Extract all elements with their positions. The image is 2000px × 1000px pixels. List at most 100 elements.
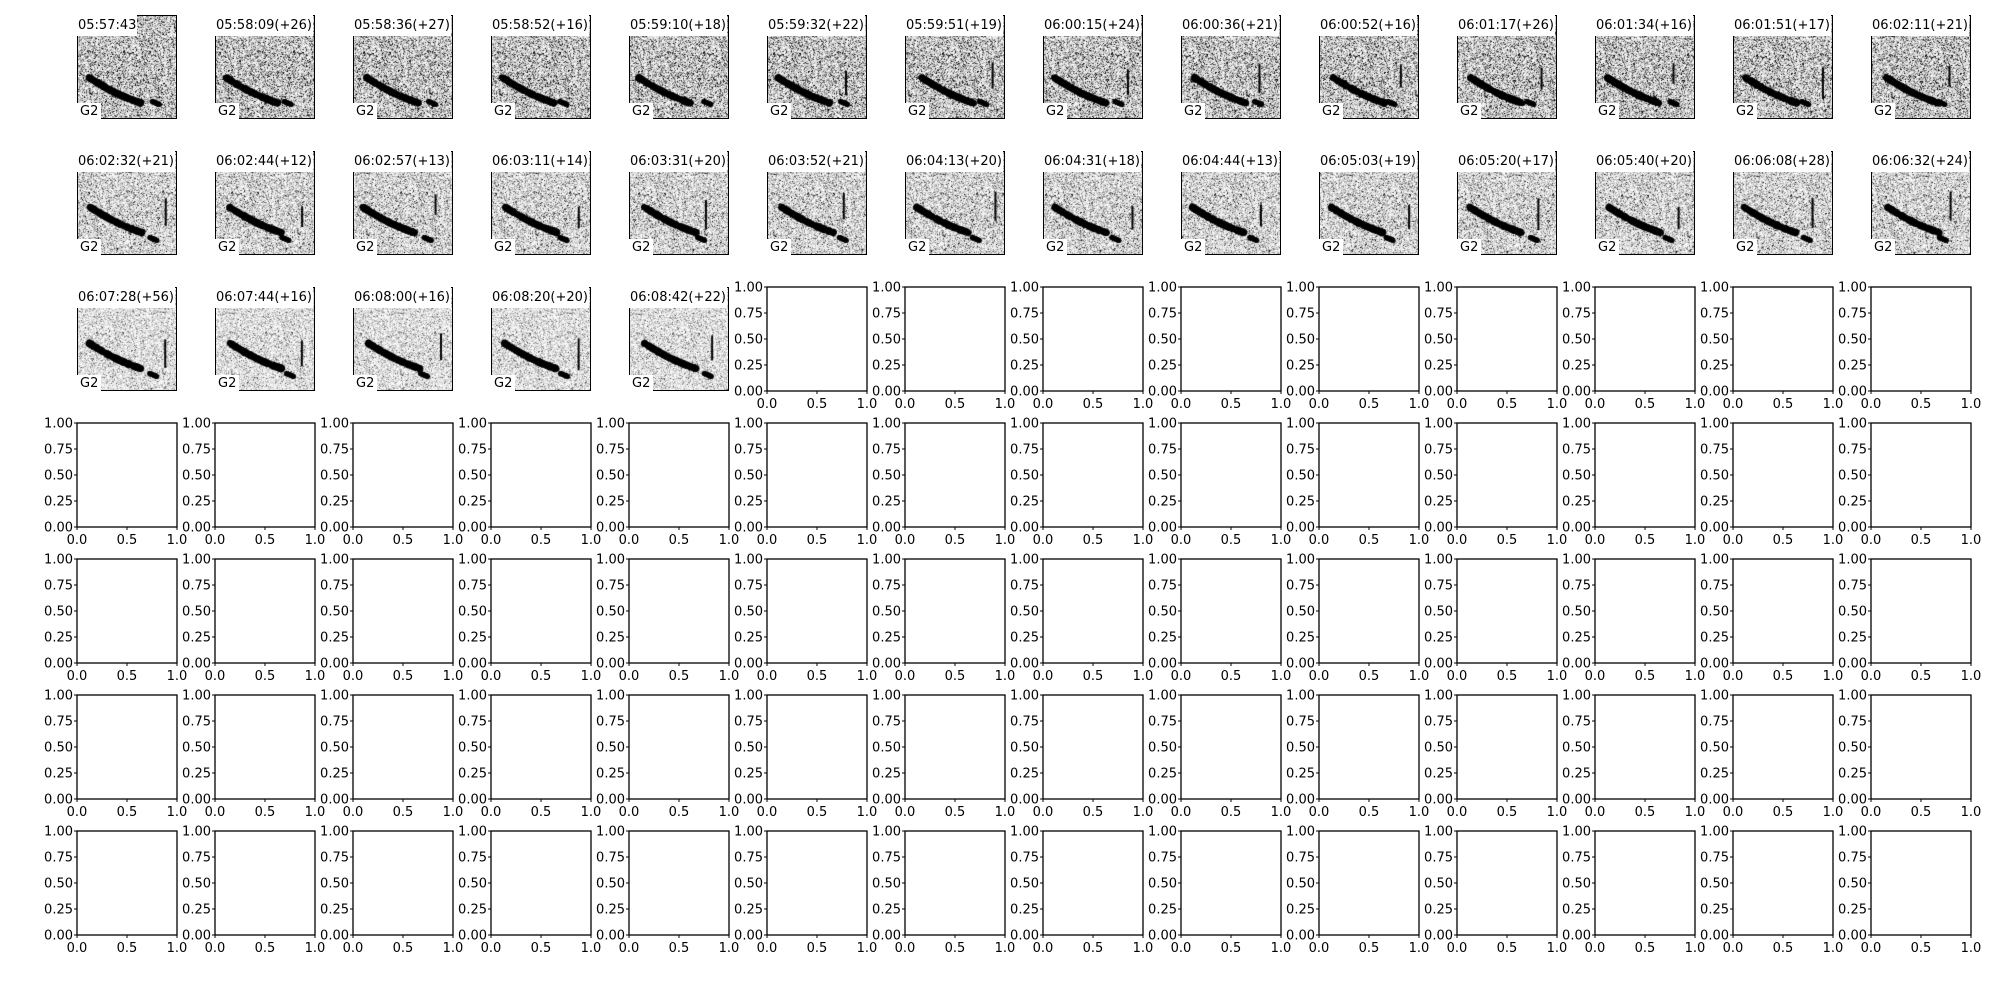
y-tick-label: 1.00 — [458, 417, 487, 432]
x-tick-label: 0.0 — [1171, 941, 1192, 956]
y-tick-label: 0.25 — [44, 903, 73, 918]
y-tick-label: 0.50 — [872, 741, 901, 756]
x-tick-label: 1.0 — [1271, 397, 1292, 412]
y-tick-label: 0.50 — [1562, 469, 1591, 484]
axes-frame — [628, 558, 730, 664]
empty-axes: 0.00 0.25 0.50 0.75 1.00 0.0 0.5 1.0 — [44, 825, 187, 957]
x-tick-label: 1.0 — [581, 533, 602, 548]
x-tick-label: 1.0 — [719, 805, 740, 820]
empty-axes: 0.00 0.25 0.50 0.75 1.00 0.0 0.5 1.0 — [734, 825, 877, 957]
x-tick-label: 1.0 — [719, 533, 740, 548]
x-tick-label: 0.0 — [757, 805, 778, 820]
x-tick-label: 0.5 — [1083, 669, 1104, 684]
y-tick-label: 0.75 — [182, 579, 211, 594]
y-tick-label: 0.50 — [1838, 333, 1867, 348]
y-tick-label: 0.50 — [182, 877, 211, 892]
y-tick-label: 0.00 — [596, 793, 625, 808]
y-tick-label: 0.00 — [1424, 657, 1453, 672]
y-tick-label: 0.50 — [1424, 877, 1453, 892]
panel-label: G2 — [629, 103, 654, 119]
y-tick-label: 0.25 — [872, 903, 901, 918]
y-tick-label: 0.50 — [1838, 469, 1867, 484]
y-tick-label: 0.75 — [1700, 443, 1729, 458]
x-tick-label: 0.0 — [67, 805, 88, 820]
empty-axes: 0.00 0.25 0.50 0.75 1.00 0.0 0.5 1.0 — [1286, 825, 1429, 957]
x-tick-label: 0.5 — [393, 533, 414, 548]
y-tick-label: 0.00 — [1562, 929, 1591, 944]
axes-background — [1595, 695, 1695, 799]
y-tick-label: 1.00 — [182, 553, 211, 568]
x-tick-label: 1.0 — [1409, 941, 1430, 956]
y-tick-label: 1.00 — [872, 553, 901, 568]
y-tick-label: 0.75 — [1700, 307, 1729, 322]
y-tick-label: 0.25 — [734, 767, 763, 782]
empty-axes: 0.00 0.25 0.50 0.75 1.00 0.0 0.5 1.0 — [182, 417, 325, 549]
y-tick-label: 0.50 — [1148, 469, 1177, 484]
axes-svg: 0.00 0.25 0.50 0.75 1.00 0.0 0.5 1.0 — [1010, 281, 1153, 413]
axes-background — [767, 559, 867, 663]
y-tick-label: 0.75 — [1562, 443, 1591, 458]
y-tick-label: 0.25 — [1838, 903, 1867, 918]
x-tick-label: 0.0 — [757, 397, 778, 412]
axes-background — [1319, 423, 1419, 527]
x-tick-label: 0.5 — [1497, 805, 1518, 820]
y-tick-label: 0.50 — [734, 877, 763, 892]
x-tick-label: 1.0 — [1961, 669, 1982, 684]
empty-axes: 0.00 0.25 0.50 0.75 1.00 0.0 0.5 1.0 — [1010, 689, 1153, 821]
y-tick-label: 0.75 — [1424, 715, 1453, 730]
x-tick-label: 0.5 — [807, 533, 828, 548]
x-tick-label: 1.0 — [995, 533, 1016, 548]
axes-frame — [490, 694, 592, 800]
x-tick-label: 0.5 — [945, 805, 966, 820]
x-tick-label: 0.5 — [117, 533, 138, 548]
y-tick-label: 0.00 — [1010, 385, 1039, 400]
empty-axes: 0.00 0.25 0.50 0.75 1.00 0.0 0.5 1.0 — [182, 825, 325, 957]
empty-axes: 0.00 0.25 0.50 0.75 1.00 0.0 0.5 1.0 — [320, 553, 463, 685]
y-tick-label: 0.75 — [1148, 851, 1177, 866]
y-tick-label: 0.50 — [44, 469, 73, 484]
axes-svg: 0.00 0.25 0.50 0.75 1.00 0.0 0.5 1.0 — [1286, 417, 1429, 549]
spectrogram-panel: 05:58:09(+26) G2 — [215, 15, 315, 119]
axes-svg: 0.00 0.25 0.50 0.75 1.00 0.0 0.5 1.0 — [872, 553, 1015, 685]
y-tick-label: 0.25 — [1424, 359, 1453, 374]
axes-background — [767, 423, 867, 527]
y-tick-label: 1.00 — [1010, 417, 1039, 432]
y-tick-label: 0.25 — [1838, 359, 1867, 374]
y-tick-label: 0.00 — [1838, 385, 1867, 400]
axes-background — [215, 559, 315, 663]
panel-timestamp: 06:06:08(+28) — [1733, 151, 1831, 172]
axes-svg: 0.00 0.25 0.50 0.75 1.00 0.0 0.5 1.0 — [1286, 825, 1429, 957]
x-tick-label: 1.0 — [1133, 533, 1154, 548]
y-tick-label: 0.00 — [1286, 657, 1315, 672]
empty-axes: 0.00 0.25 0.50 0.75 1.00 0.0 0.5 1.0 — [1700, 553, 1843, 685]
x-tick-label: 1.0 — [1547, 533, 1568, 548]
x-tick-label: 1.0 — [1685, 669, 1706, 684]
y-tick-label: 0.75 — [734, 443, 763, 458]
y-tick-label: 0.75 — [1148, 715, 1177, 730]
x-tick-label: 1.0 — [305, 805, 326, 820]
empty-axes: 0.00 0.25 0.50 0.75 1.00 0.0 0.5 1.0 — [44, 417, 187, 549]
y-tick-label: 0.00 — [1562, 385, 1591, 400]
x-tick-label: 1.0 — [1685, 941, 1706, 956]
axes-svg: 0.00 0.25 0.50 0.75 1.00 0.0 0.5 1.0 — [44, 689, 187, 821]
x-tick-label: 1.0 — [167, 941, 188, 956]
y-tick-label: 0.75 — [44, 579, 73, 594]
panel-label: G2 — [491, 375, 516, 391]
axes-frame — [76, 558, 178, 664]
panel-label: G2 — [905, 103, 930, 119]
y-tick-label: 0.50 — [1010, 605, 1039, 620]
empty-axes: 0.00 0.25 0.50 0.75 1.00 0.0 0.5 1.0 — [1700, 417, 1843, 549]
x-tick-label: 1.0 — [1961, 805, 1982, 820]
axes-background — [1595, 831, 1695, 935]
x-tick-label: 0.5 — [1911, 805, 1932, 820]
y-tick-label: 0.00 — [734, 385, 763, 400]
axes-background — [905, 423, 1005, 527]
x-tick-label: 0.0 — [481, 941, 502, 956]
axes-background — [491, 695, 591, 799]
y-tick-label: 0.00 — [1010, 793, 1039, 808]
x-tick-label: 1.0 — [1823, 941, 1844, 956]
axes-frame — [76, 830, 178, 936]
empty-axes: 0.00 0.25 0.50 0.75 1.00 0.0 0.5 1.0 — [872, 417, 1015, 549]
axes-frame — [1318, 558, 1420, 664]
panel-label: G2 — [767, 239, 792, 255]
